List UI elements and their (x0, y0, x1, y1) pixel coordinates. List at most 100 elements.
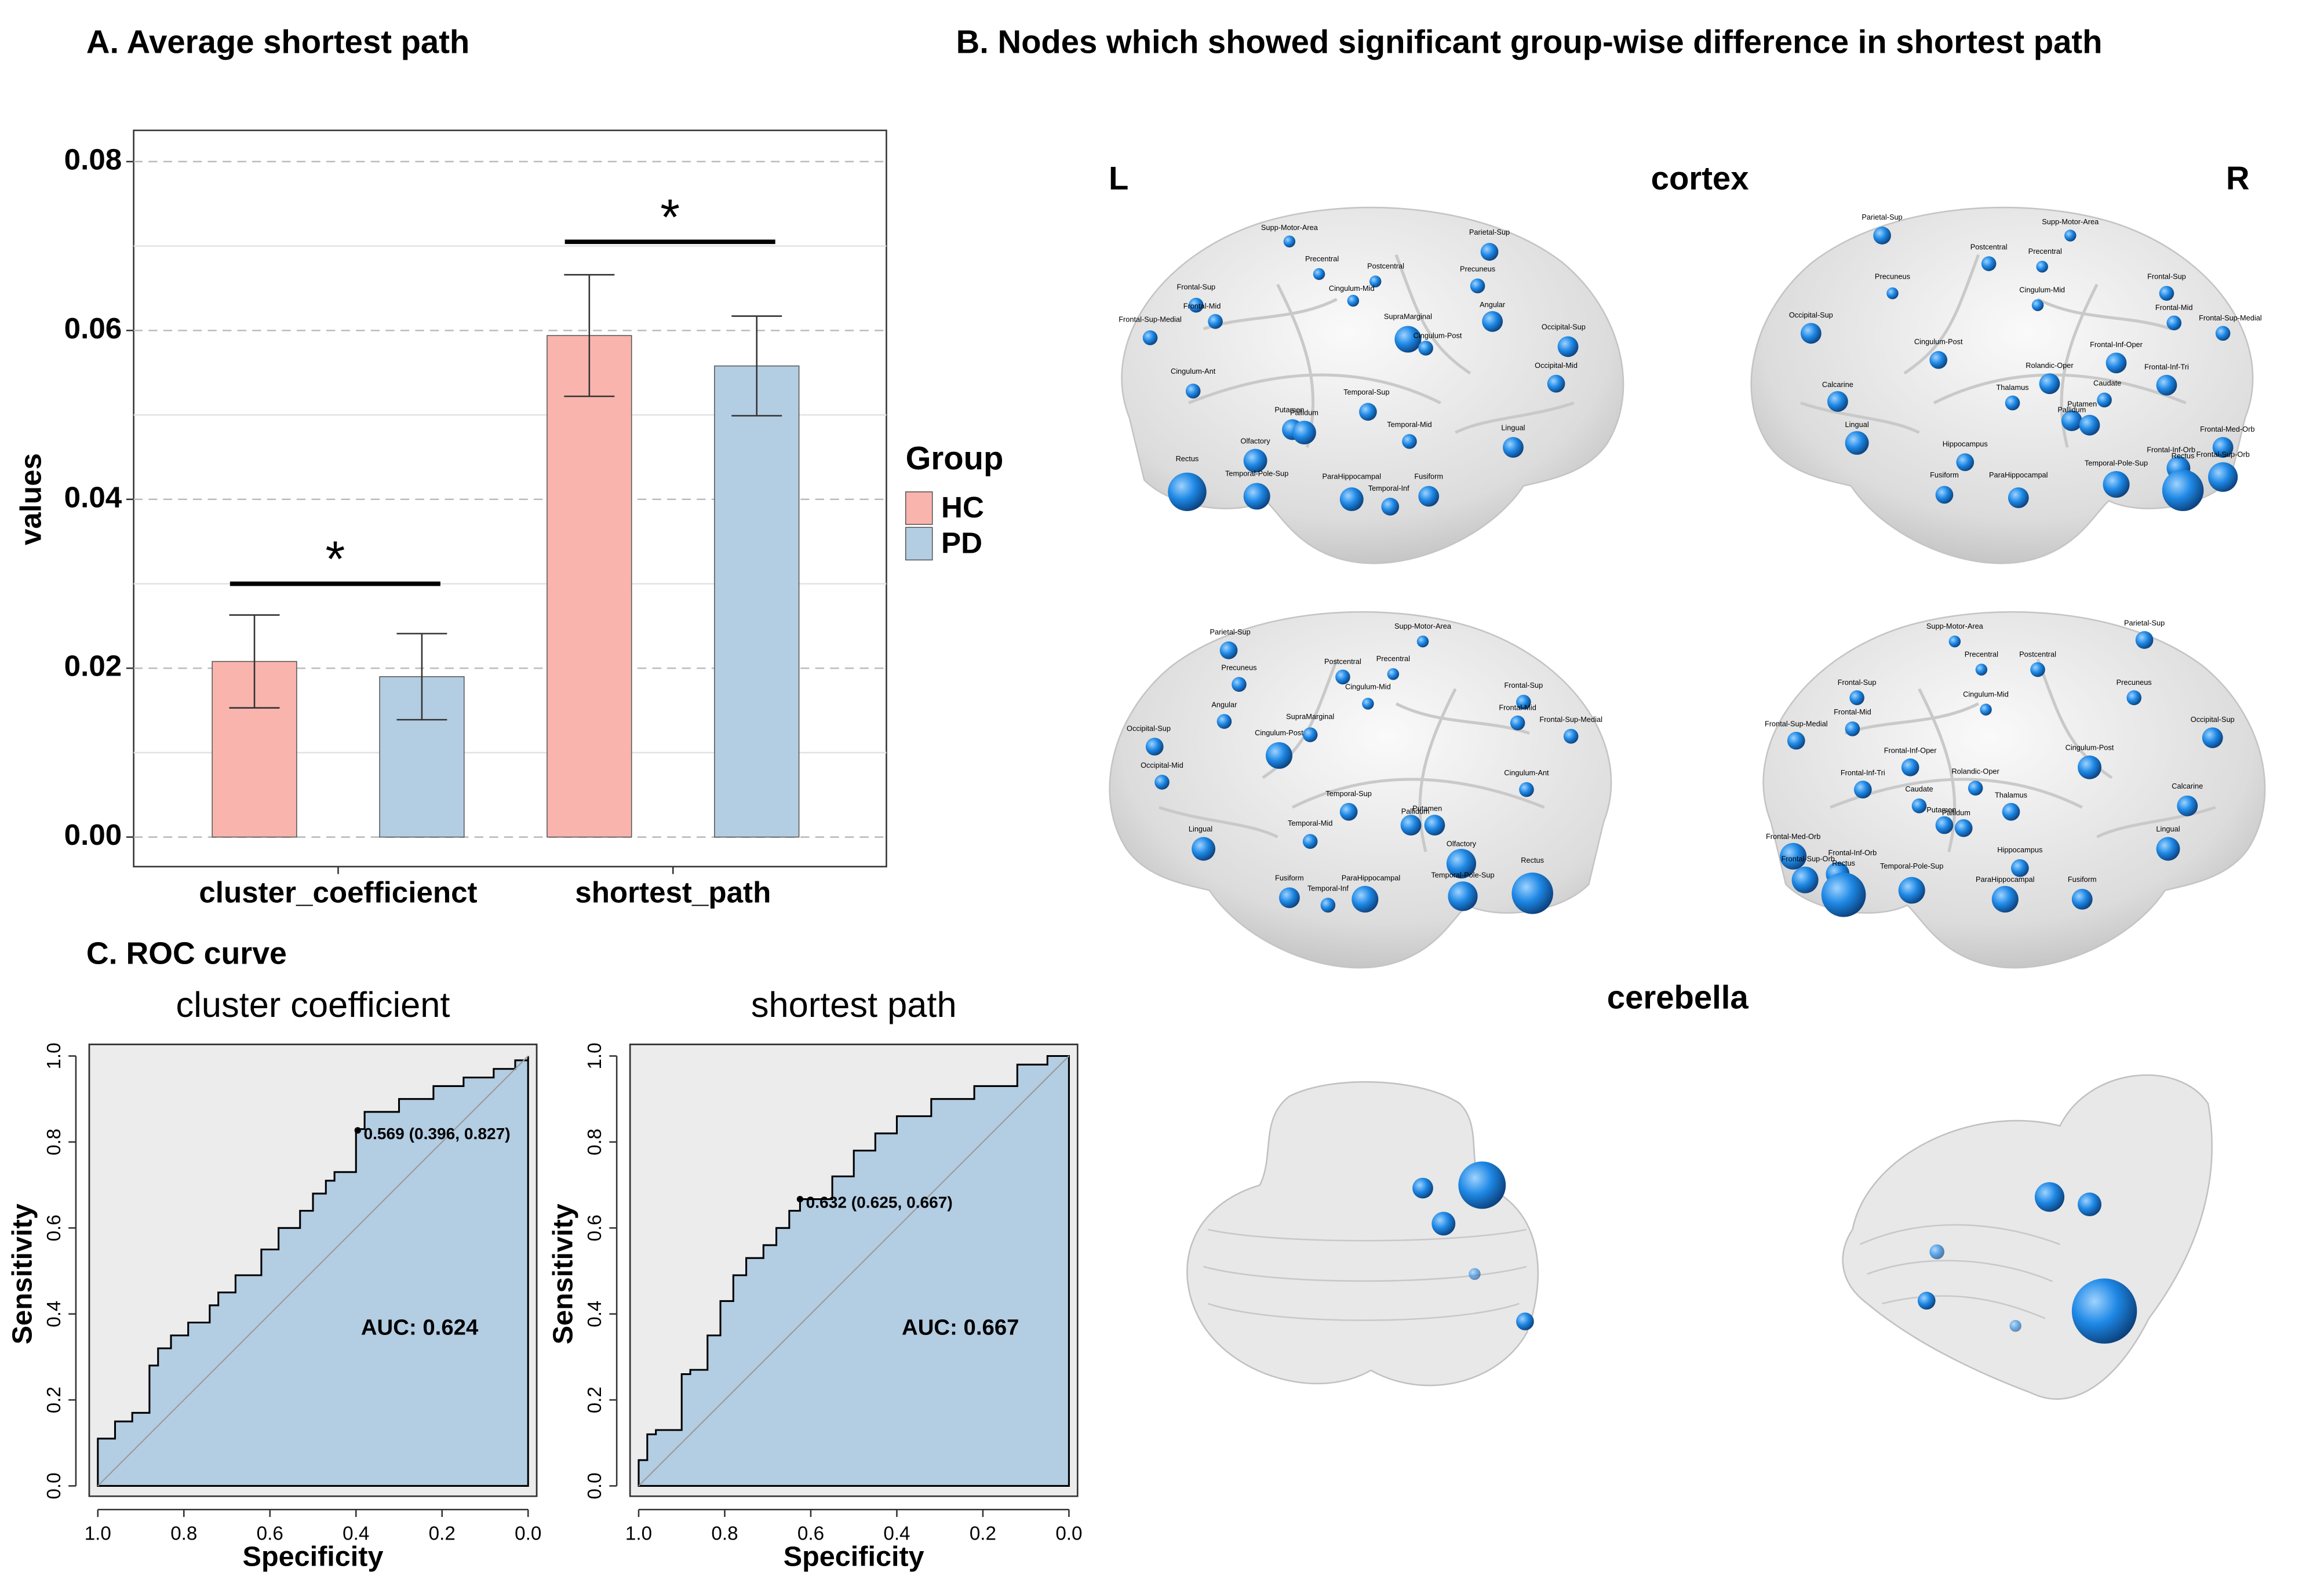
plot-frame (629, 1044, 1079, 1497)
cerebellum-shape (1186, 1081, 1539, 1387)
x-tick-label: shortest_path (575, 876, 771, 909)
node (1145, 738, 1164, 756)
node-label: Temporal-Inf (1307, 884, 1349, 892)
x-tick-label: 0.4 (343, 1523, 369, 1545)
node (1265, 742, 1292, 769)
bar (547, 335, 632, 838)
y-tick-label: 0.02 (64, 650, 122, 683)
node (1991, 885, 2019, 913)
node-label: Frontal-Mid (1834, 707, 1871, 716)
node (1243, 483, 1270, 510)
node-label: Parietal-Sup (1469, 228, 1510, 236)
y-tick-label: 0.08 (64, 143, 122, 176)
node-label: Rectus (1521, 856, 1544, 865)
x-tick-label: 0.2 (429, 1523, 456, 1545)
node-label: Thalamus (1995, 790, 2027, 799)
legend-swatch (905, 491, 933, 525)
node-label: Temporal-Pole-Sup (1225, 469, 1288, 478)
node (2212, 437, 2234, 458)
node-label: Temporal-Mid (1387, 420, 1431, 429)
node-label: Frontal-Sup-Medial (1119, 315, 1182, 324)
cerebellum-folds (1203, 1228, 1527, 1321)
node-label: Supp-Motor-Area (1394, 622, 1452, 630)
auc-label: AUC: 0.667 (902, 1315, 1019, 1340)
node (1873, 227, 1891, 245)
cerebellum-left (1186, 1081, 1539, 1387)
node-label: Precentral (2028, 247, 2062, 256)
node-label: ParaHippocampal (1323, 472, 1381, 481)
node (2126, 690, 2141, 705)
node (2008, 487, 2029, 508)
x-axis-label: Specificity (243, 1541, 384, 1572)
node-label: Cingulum-Mid (1963, 690, 2009, 698)
node-label: Lingual (2156, 825, 2180, 833)
node (2202, 727, 2223, 749)
node-label: Occipital-Mid (1141, 761, 1183, 769)
node-label: Precuneus (1460, 265, 1495, 273)
significance-label: * (660, 189, 680, 245)
legend-label: HC (941, 491, 984, 524)
node-label: Frontal-Med-Orb (1766, 832, 1820, 841)
node-label: ParaHippocampal (1989, 470, 2048, 479)
node-label: Fusiform (1275, 873, 1304, 882)
node-label: Frontal-Mid (2155, 303, 2193, 312)
node (2030, 662, 2045, 677)
node-label: Hippocampus (1943, 439, 1988, 448)
roc-title: shortest path (751, 985, 957, 1025)
x-axis-label: Specificity (784, 1541, 924, 1572)
threshold-point (796, 1195, 804, 1203)
node (1302, 727, 1318, 742)
node (1901, 758, 1919, 776)
node (1935, 486, 1954, 504)
y-tick-label: 0.6 (43, 1214, 65, 1241)
node-label: Cingulum-Post (1255, 728, 1303, 737)
node (2078, 1192, 2101, 1217)
node (1359, 403, 1377, 421)
node (1400, 815, 1422, 836)
y-tick-label: 0.4 (584, 1301, 606, 1327)
brain-sulci (1188, 254, 1575, 448)
node (2103, 471, 2130, 498)
threshold-label: 0.569 (0.396, 0.827) (363, 1125, 510, 1143)
node (1335, 669, 1350, 685)
node-label: Frontal-Sup (1504, 681, 1543, 690)
node-label: Putamen (2067, 399, 2097, 408)
node (2036, 260, 2048, 273)
brain-surface (1750, 206, 2254, 564)
y-tick-label: 0.0 (43, 1472, 65, 1499)
node (2208, 462, 2238, 492)
node (2162, 469, 2204, 512)
node (1339, 803, 1358, 821)
node-label: Lingual (1845, 420, 1869, 429)
node-label: Caudate (1905, 785, 1933, 793)
node-label: Temporal-Mid (1288, 819, 1332, 827)
node (2061, 410, 2082, 431)
node-label: Cingulum-Mid (2019, 285, 2065, 294)
cerebellum-right (1842, 1074, 2213, 1400)
x-tick-label: 0.2 (970, 1523, 996, 1545)
node (1503, 437, 1524, 458)
node (1362, 698, 1374, 710)
node (1929, 1244, 1944, 1260)
y-axis-label: Sensitivity (547, 1203, 578, 1344)
node (1853, 780, 1872, 799)
node-label: Temporal-Pole-Sup (2085, 459, 2148, 468)
node (2071, 889, 2093, 910)
node (1981, 256, 1997, 271)
node (1557, 336, 1579, 358)
node (1821, 872, 1866, 917)
node-label: Parietal-Sup (1862, 213, 1902, 221)
node (1446, 848, 1477, 879)
node (1369, 275, 1382, 287)
node-label: Precentral (1305, 254, 1339, 263)
node (1917, 1292, 1936, 1310)
node-label: Rolandic-Oper (2026, 361, 2074, 370)
node-label: Temporal-Sup (1343, 388, 1389, 396)
node (2166, 315, 2182, 331)
node (1845, 431, 1869, 455)
cerebellum-shape (1842, 1074, 2213, 1400)
node-label: Precentral (1965, 650, 1998, 658)
node-label: Postcentral (2019, 650, 2056, 658)
